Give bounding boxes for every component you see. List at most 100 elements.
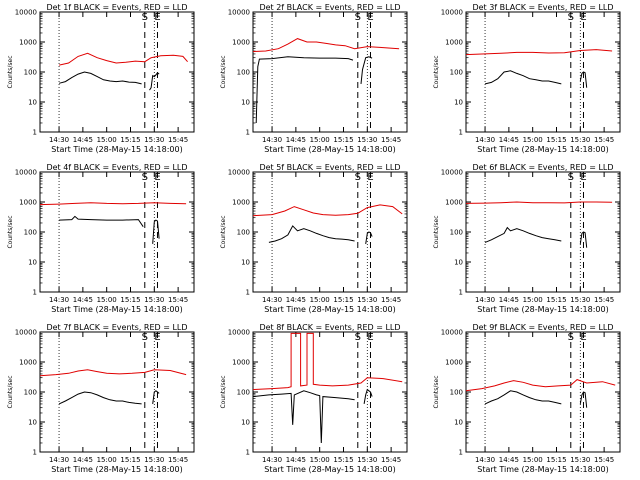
y-tick-label: 1 bbox=[459, 129, 463, 137]
events-rate-line bbox=[579, 71, 588, 88]
lld-rate-line bbox=[252, 332, 403, 391]
events-rate-line bbox=[152, 390, 160, 404]
events-rate-line bbox=[152, 219, 160, 244]
y-tick-label: 100 bbox=[24, 69, 37, 77]
time-marker-label: S bbox=[355, 332, 361, 343]
events-rate-line bbox=[579, 231, 588, 248]
events-rate-line bbox=[59, 215, 144, 227]
x-axis-label: Start Time (28-May-15 14:18:00) bbox=[264, 305, 395, 314]
x-tick-label: 14:30 bbox=[475, 456, 495, 464]
y-tick-label: 1000 bbox=[19, 39, 37, 47]
events-rate-line bbox=[360, 56, 373, 84]
y-tick-label: 10 bbox=[28, 99, 37, 107]
y-axis-label: Counts/sec bbox=[220, 215, 227, 248]
y-tick-label: 10 bbox=[241, 259, 250, 267]
x-tick-label: 15:00 bbox=[523, 296, 543, 304]
plot-frame bbox=[465, 11, 621, 133]
lld-rate-line bbox=[39, 369, 187, 377]
x-tick-label: 14:30 bbox=[262, 296, 282, 304]
x-tick-label: 14:45 bbox=[499, 136, 519, 144]
y-tick-label: 100 bbox=[24, 229, 37, 237]
x-axis-label: Start Time (28-May-15 14:18:00) bbox=[51, 145, 182, 154]
panel: Det 1f BLACK = Events, RED = LLD 1 10 100 10… bbox=[7, 3, 195, 154]
y-tick-label: 10000 bbox=[228, 9, 250, 17]
plot-frame bbox=[252, 331, 408, 453]
panel: Det 7f BLACK = Events, RED = LLD 1 10 100 10… bbox=[7, 323, 195, 474]
y-tick-label: 10000 bbox=[441, 169, 463, 177]
x-tick-label: 15:30 bbox=[144, 456, 164, 464]
y-tick-label: 100 bbox=[450, 229, 463, 237]
y-axis-label: Counts/sec bbox=[220, 55, 227, 88]
x-tick-label: 14:30 bbox=[49, 296, 69, 304]
plot-frame bbox=[39, 11, 195, 133]
x-tick-label: 14:30 bbox=[475, 136, 495, 144]
y-axis-label: Counts/sec bbox=[7, 215, 14, 248]
y-tick-label: 10000 bbox=[441, 9, 463, 17]
x-tick-label: 15:30 bbox=[570, 296, 590, 304]
y-tick-label: 10000 bbox=[15, 169, 37, 177]
y-tick-label: 10000 bbox=[15, 329, 37, 337]
events-rate-line bbox=[255, 56, 354, 124]
y-axis-label: Counts/sec bbox=[7, 55, 14, 88]
x-tick-label: 15:45 bbox=[168, 136, 188, 144]
y-tick-label: 1 bbox=[246, 129, 250, 137]
x-tick-label: 15:30 bbox=[570, 456, 590, 464]
panel-title: Det 7f BLACK = Events, RED = LLD bbox=[46, 323, 187, 332]
x-tick-label: 14:45 bbox=[286, 296, 306, 304]
x-tick-label: 14:30 bbox=[262, 136, 282, 144]
x-tick-label: 15:00 bbox=[310, 296, 330, 304]
x-axis-label: Start Time (28-May-15 14:18:00) bbox=[51, 305, 182, 314]
x-tick-label: 15:00 bbox=[310, 456, 330, 464]
lld-rate-line bbox=[465, 201, 613, 204]
y-axis-label: Counts/sec bbox=[220, 375, 227, 408]
time-marker-label: E bbox=[154, 332, 160, 343]
y-tick-label: 10000 bbox=[228, 169, 250, 177]
y-tick-label: 1 bbox=[459, 289, 463, 297]
y-tick-label: 1 bbox=[246, 449, 250, 457]
y-tick-label: 1 bbox=[33, 449, 37, 457]
y-tick-label: 10000 bbox=[441, 329, 463, 337]
time-marker-label: E bbox=[154, 172, 160, 183]
y-tick-label: 10 bbox=[454, 259, 463, 267]
x-tick-label: 15:45 bbox=[168, 296, 188, 304]
x-tick-label: 14:45 bbox=[73, 136, 93, 144]
x-axis-label: Start Time (28-May-15 14:18:00) bbox=[477, 465, 608, 474]
x-tick-label: 15:00 bbox=[523, 456, 543, 464]
panel-title: Det 6f BLACK = Events, RED = LLD bbox=[472, 163, 613, 172]
plot-frame bbox=[465, 171, 621, 293]
events-rate-line bbox=[252, 390, 355, 444]
x-tick-label: 14:30 bbox=[262, 456, 282, 464]
panel-title: Det 8f BLACK = Events, RED = LLD bbox=[259, 323, 400, 332]
events-rate-line bbox=[579, 391, 588, 408]
y-tick-label: 10 bbox=[454, 419, 463, 427]
y-tick-label: 10000 bbox=[15, 9, 37, 17]
panel-title: Det 5f BLACK = Events, RED = LLD bbox=[259, 163, 400, 172]
panel-title: Det 9f BLACK = Events, RED = LLD bbox=[472, 323, 613, 332]
x-tick-label: 15:45 bbox=[381, 456, 401, 464]
events-rate-line bbox=[484, 70, 562, 85]
panel-title: Det 2f BLACK = Events, RED = LLD bbox=[259, 3, 400, 12]
x-axis-label: Start Time (28-May-15 14:18:00) bbox=[477, 305, 608, 314]
y-tick-label: 100 bbox=[237, 389, 250, 397]
time-marker-label: S bbox=[355, 12, 361, 23]
x-tick-label: 14:30 bbox=[475, 296, 495, 304]
panel-title: Det 3f BLACK = Events, RED = LLD bbox=[472, 3, 613, 12]
x-tick-label: 15:15 bbox=[120, 136, 140, 144]
y-tick-label: 100 bbox=[450, 69, 463, 77]
y-tick-label: 10 bbox=[454, 99, 463, 107]
time-marker-label: E bbox=[367, 172, 373, 183]
lld-rate-line bbox=[252, 204, 403, 217]
time-marker-label: E bbox=[580, 332, 586, 343]
time-marker-label: S bbox=[355, 172, 361, 183]
y-axis-label: Counts/sec bbox=[433, 215, 440, 248]
y-tick-label: 10 bbox=[28, 259, 37, 267]
time-marker-label: S bbox=[142, 332, 148, 343]
x-tick-label: 14:30 bbox=[49, 136, 69, 144]
x-tick-label: 15:30 bbox=[570, 136, 590, 144]
x-tick-label: 15:15 bbox=[333, 136, 353, 144]
plot-frame bbox=[252, 171, 408, 293]
time-marker-label: E bbox=[580, 172, 586, 183]
panel: Det 2f BLACK = Events, RED = LLD 1 10 100 10… bbox=[220, 3, 408, 154]
y-tick-label: 1000 bbox=[232, 199, 250, 207]
events-rate-line bbox=[149, 71, 160, 91]
